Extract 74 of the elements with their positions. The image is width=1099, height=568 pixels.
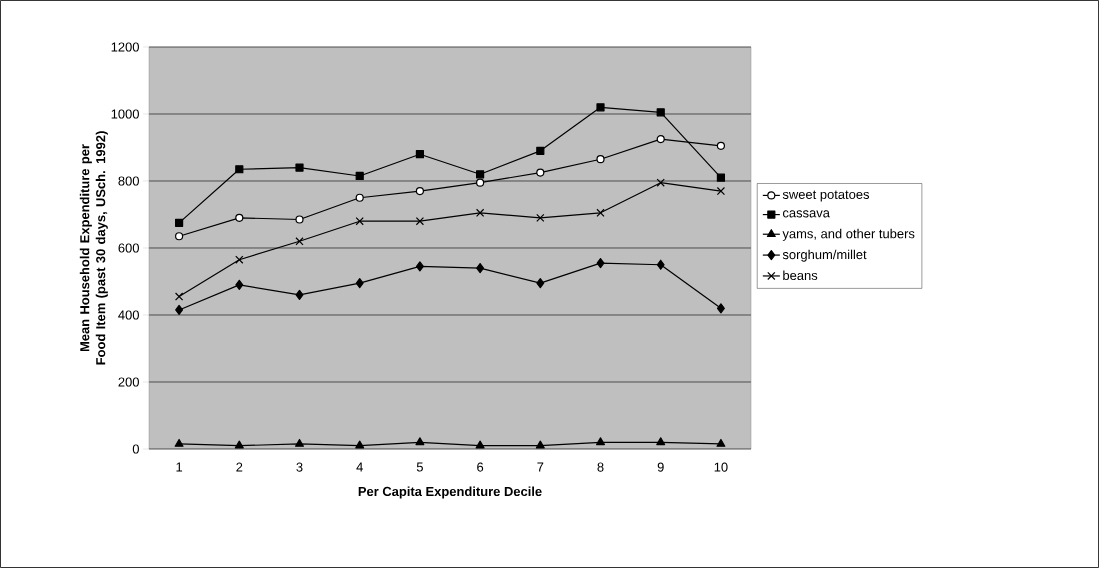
legend-label: beans: [783, 270, 818, 281]
point: [415, 261, 424, 272]
point: [536, 213, 545, 222]
point: [716, 303, 725, 314]
point: [476, 178, 485, 187]
y-tick-label: 1000: [111, 109, 139, 119]
point: [295, 438, 304, 447]
point: [656, 178, 665, 187]
legend-label: yams, and other tubers: [782, 228, 915, 241]
y-tick-label: 400: [118, 310, 139, 320]
x-tick-label: 7: [537, 462, 544, 472]
point: [596, 155, 605, 164]
x-axis-title: Per Capita Expenditure Decile: [358, 486, 542, 499]
y-tick-label: 0: [132, 444, 139, 454]
point: [415, 437, 425, 446]
point: [536, 168, 545, 177]
point: [355, 171, 364, 181]
point: [596, 437, 606, 446]
x-tick-label: 6: [477, 462, 484, 472]
x-tick-label: 5: [416, 462, 423, 472]
legend-label: cassava: [782, 210, 830, 218]
point: [656, 135, 665, 144]
point: [235, 279, 244, 290]
point: [656, 437, 666, 446]
point: [234, 440, 244, 449]
point: [536, 146, 545, 155]
y-tick-label: 200: [118, 377, 139, 387]
x-tick-label: 1: [176, 462, 183, 472]
point: [175, 232, 184, 241]
legend-label: sorghum/millet: [782, 249, 867, 262]
x-tick-label: 8: [597, 462, 604, 472]
x-tick-label: 3: [296, 462, 303, 472]
point: [355, 440, 365, 449]
x-tick-label: 2: [236, 462, 243, 472]
point: [716, 141, 726, 150]
point: [355, 217, 364, 226]
point: [596, 103, 605, 112]
point: [175, 218, 184, 227]
point: [174, 292, 184, 301]
point: [175, 304, 184, 316]
point: [475, 440, 485, 449]
point: [235, 255, 244, 264]
point: [355, 193, 364, 202]
point: [295, 163, 304, 172]
point: [596, 208, 605, 217]
y-tick-label: 800: [118, 176, 139, 186]
point: [656, 259, 665, 270]
x-tick-label: 4: [356, 462, 363, 472]
legend-label: sweet potatoes: [782, 190, 870, 202]
point: [476, 263, 485, 274]
y-axis-title: Mean Household Expenditure per Food Item (past 30 days, USch. 1992): [79, 131, 108, 365]
point: [716, 438, 726, 447]
point: [295, 289, 304, 300]
point: [355, 278, 364, 289]
point: [716, 186, 726, 196]
point: [174, 438, 184, 447]
point: [536, 278, 545, 289]
point: [535, 440, 545, 449]
point: [656, 108, 665, 117]
y-tick-label: 600: [118, 243, 139, 253]
point: [476, 170, 485, 179]
x-tick-label: 10: [714, 462, 728, 472]
point: [295, 237, 304, 246]
point: [295, 215, 304, 224]
x-tick-label: 9: [657, 462, 664, 472]
point: [235, 213, 244, 222]
point: [716, 173, 726, 182]
point: [235, 165, 244, 174]
point: [415, 217, 425, 226]
point: [415, 150, 425, 159]
point: [415, 186, 425, 196]
point: [596, 257, 605, 269]
y-tick-label: 1200: [111, 42, 139, 52]
point: [475, 208, 485, 217]
